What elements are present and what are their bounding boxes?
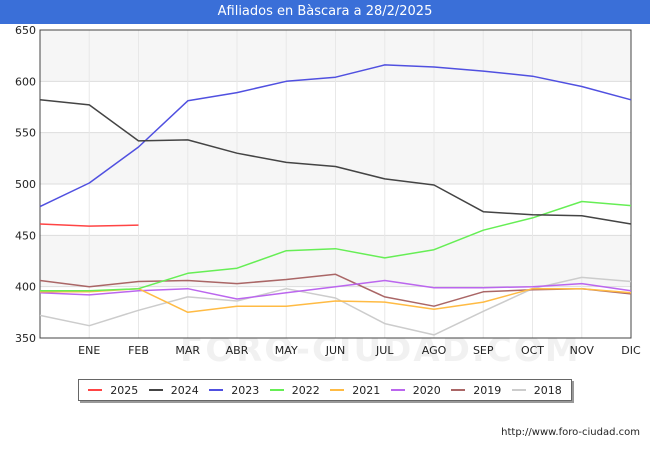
x-tick-label: JUL [375,344,394,357]
legend-item-2022: 2022 [269,383,320,397]
legend-swatch [390,389,405,391]
y-tick-label: 550 [15,127,36,140]
y-tick-label: 350 [15,332,36,345]
legend-item-2019: 2019 [451,384,501,397]
legend-item-2018: 2018 [511,383,562,397]
legend-item-2024: 2024 [148,383,199,397]
legend-label: 2024 [170,383,199,397]
legend-label: 2023 [231,383,260,397]
legend-label: 2020 [412,383,441,397]
series-line-2019 [39,273,632,307]
chart-title: Afiliados en Bàscara a 28/2/2025 [0,0,650,24]
x-tick-label: OCT [521,344,544,357]
legend-swatch [269,389,284,391]
legend-swatch [511,389,526,391]
y-tick-label: 500 [15,178,36,191]
series-line-2023 [39,64,632,208]
y-tick-label: 400 [15,281,36,294]
x-tick-label: MAY [275,344,298,357]
legend-label: 2025 [110,383,139,397]
x-tick-label: SEP [473,344,494,357]
legend-label: 2018 [533,383,562,397]
legend-item-2023: 2023 [209,384,259,397]
y-tick-label: 450 [15,229,36,242]
legend-item-2025: 2025 [88,384,138,397]
series-line-2024 [39,99,632,225]
legend-label: 2021 [352,383,381,397]
legend-item-2020: 2020 [390,383,441,397]
x-tick-label: DIC [621,344,641,357]
legend-label: 2019 [473,383,502,397]
plot-frame [39,29,632,339]
y-tick-label: 650 [15,24,36,37]
y-tick-label: 600 [15,75,36,88]
line-chart: 350 400 450 500 550 600 650 ENE FEB MAR ABR MAY JUN J… [15,24,641,357]
legend-item-2021: 2021 [330,384,380,397]
legend-swatch [148,389,163,391]
legend-swatch [88,389,103,391]
legend-swatch [330,389,345,391]
legend-label: 2022 [291,383,320,397]
footer-url: http://www.foro-ciudad.com [501,427,640,438]
chart-legend: 2025 2024 2023 2022 2021 2020 2019 2018 [78,379,572,401]
legend-swatch [451,389,466,391]
x-tick-label: AGO [422,344,447,357]
x-tick-label: NOV [570,344,595,357]
series-line-2022 [40,200,632,292]
legend-swatch [209,389,224,391]
x-tick-label: MAR [175,344,200,357]
series-line-2025 [39,223,139,227]
x-tick-label: ABR [226,344,249,357]
x-tick-label: ENE [78,344,100,357]
series-line-2020 [39,279,632,300]
x-tick-label: JUN [325,344,346,357]
x-tick-label: FEB [128,344,149,357]
